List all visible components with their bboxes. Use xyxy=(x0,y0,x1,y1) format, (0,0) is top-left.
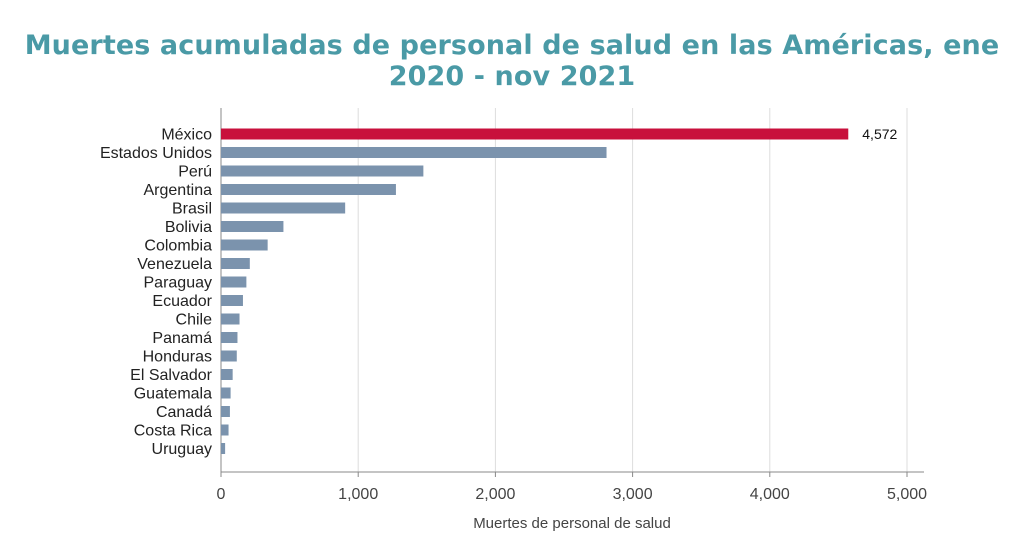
bar xyxy=(221,332,238,343)
bar xyxy=(221,202,346,214)
category-label: Estados Unidos xyxy=(100,145,212,162)
category-label: Honduras xyxy=(143,349,212,366)
category-label: Venezuela xyxy=(137,256,212,273)
bar xyxy=(221,147,607,158)
bar xyxy=(221,258,250,269)
category-label: Colombia xyxy=(144,238,212,255)
bar xyxy=(221,276,247,288)
bar xyxy=(221,424,229,436)
x-tick-label: 1,000 xyxy=(338,486,378,503)
x-tick-label: 3,000 xyxy=(613,486,653,503)
category-label: Canadá xyxy=(156,404,212,421)
data-label: 4,572 xyxy=(862,126,897,142)
chart-title: Muertes acumuladas de personal de salud … xyxy=(24,30,1000,92)
category-label: Perú xyxy=(178,164,212,181)
category-label: Costa Rica xyxy=(134,423,212,440)
bar xyxy=(221,443,226,454)
category-label: Guatemala xyxy=(134,386,212,403)
bar xyxy=(221,406,230,417)
x-tick-label: 4,000 xyxy=(750,486,790,503)
bar xyxy=(221,369,233,380)
bar xyxy=(221,128,849,140)
bar xyxy=(221,387,231,399)
category-label: Bolivia xyxy=(165,219,212,236)
bar xyxy=(221,239,268,251)
bar xyxy=(221,313,240,325)
category-label: Uruguay xyxy=(152,441,212,458)
category-label: Ecuador xyxy=(152,293,212,310)
bar xyxy=(221,221,284,232)
bar xyxy=(221,165,424,177)
bar xyxy=(221,295,243,306)
category-label: El Salvador xyxy=(130,367,212,384)
bar xyxy=(221,350,237,362)
x-tick-label: 2,000 xyxy=(475,486,515,503)
category-label: Chile xyxy=(176,312,213,329)
category-label: Panamá xyxy=(152,330,212,347)
bar xyxy=(221,184,396,195)
category-label: Brasil xyxy=(172,201,212,218)
category-label: Argentina xyxy=(144,182,213,199)
x-tick-label: 0 xyxy=(217,486,226,503)
x-tick-label: 5,000 xyxy=(887,486,927,503)
category-label: Paraguay xyxy=(144,275,213,292)
x-axis-label: Muertes de personal de salud xyxy=(473,515,671,532)
category-label: México xyxy=(161,127,212,144)
